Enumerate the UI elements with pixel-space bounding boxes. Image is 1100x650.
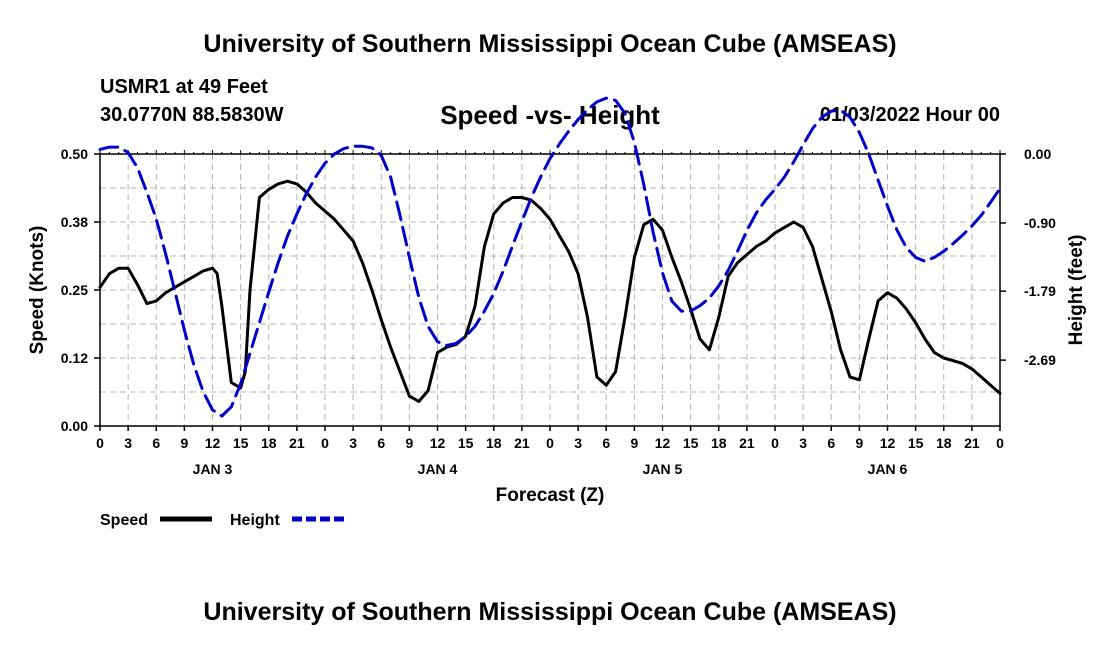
y-tick-label: 0.00 <box>61 418 88 434</box>
x-tick-label: 21 <box>739 435 755 451</box>
x-tick-label: 21 <box>514 435 530 451</box>
x-tick-label: 9 <box>180 435 188 451</box>
x-tick-label: 12 <box>655 435 671 451</box>
x-tick-label: 18 <box>936 435 952 451</box>
x-tick-label: 18 <box>486 435 502 451</box>
chart-subtitle: Speed -vs- Height <box>440 100 660 130</box>
legend-label: Speed <box>100 512 148 529</box>
y-tick-label: 0.25 <box>61 282 88 298</box>
x-tick-label: 0 <box>546 435 554 451</box>
x-tick-label: 15 <box>683 435 699 451</box>
legend: Speed Height <box>100 512 344 529</box>
x-tick-label: 6 <box>377 435 385 451</box>
station-coordinates: 30.0770N 88.5830W <box>100 104 284 126</box>
data-series <box>98 96 1002 418</box>
day-label: JAN 3 <box>193 461 233 477</box>
y2-tick-label: -2.69 <box>1024 352 1056 368</box>
y-tick-label: 0.50 <box>61 146 88 162</box>
x-tick-label: 12 <box>880 435 896 451</box>
y2-axis-title: Height (feet) <box>1066 235 1087 346</box>
x-tick-label: 3 <box>799 435 807 451</box>
chart-main-title: University of Southern Mississippi Ocean… <box>203 30 897 58</box>
x-tick-label: 15 <box>458 435 474 451</box>
axis-ticks <box>94 150 1006 431</box>
y2-tick-label: -1.79 <box>1024 283 1056 299</box>
day-label: JAN 5 <box>643 461 683 477</box>
x-tick-label: 0 <box>771 435 779 451</box>
axis-labels: 0 3 6 9 12 15 18 21 0 3 6 9 12 15 18 21 0 3 6 9 12 15 18 21 0 3 6 9… <box>27 146 1087 506</box>
legend-label: Height <box>230 512 280 529</box>
series-line-height <box>98 96 1002 418</box>
forecast-datestamp: 01/03/2022 Hour 00 <box>819 104 1000 126</box>
x-tick-label: 12 <box>430 435 446 451</box>
y2-tick-label: -0.90 <box>1024 215 1056 231</box>
x-tick-label: 9 <box>855 435 863 451</box>
x-tick-label: 6 <box>602 435 610 451</box>
station-label: USMR1 at 49 Feet <box>100 76 268 98</box>
footer-title: University of Southern Mississippi Ocean… <box>203 598 897 626</box>
x-tick-label: 6 <box>152 435 160 451</box>
x-tick-label: 21 <box>964 435 980 451</box>
x-tick-label: 9 <box>630 435 638 451</box>
x-tick-label: 0 <box>96 435 104 451</box>
x-tick-label: 3 <box>124 435 132 451</box>
day-label: JAN 6 <box>868 461 908 477</box>
x-tick-label: 3 <box>349 435 357 451</box>
x-tick-label: 9 <box>405 435 413 451</box>
x-tick-label: 12 <box>205 435 221 451</box>
x-tick-label: 3 <box>574 435 582 451</box>
x-tick-label: 15 <box>908 435 924 451</box>
x-tick-label: 6 <box>827 435 835 451</box>
y-axis-title: Speed (Knots) <box>27 226 48 355</box>
x-tick-label: 18 <box>261 435 277 451</box>
day-label: JAN 4 <box>418 461 458 477</box>
x-tick-label: 15 <box>233 435 249 451</box>
x-tick-label: 21 <box>289 435 305 451</box>
x-axis-title: Forecast (Z) <box>496 485 605 506</box>
x-tick-label: 18 <box>711 435 727 451</box>
x-tick-label: 0 <box>996 435 1004 451</box>
x-tick-label: 0 <box>321 435 329 451</box>
y-tick-label: 0.38 <box>61 214 88 230</box>
y-tick-label: 0.12 <box>61 350 88 366</box>
y2-tick-label: 0.00 <box>1024 146 1051 162</box>
